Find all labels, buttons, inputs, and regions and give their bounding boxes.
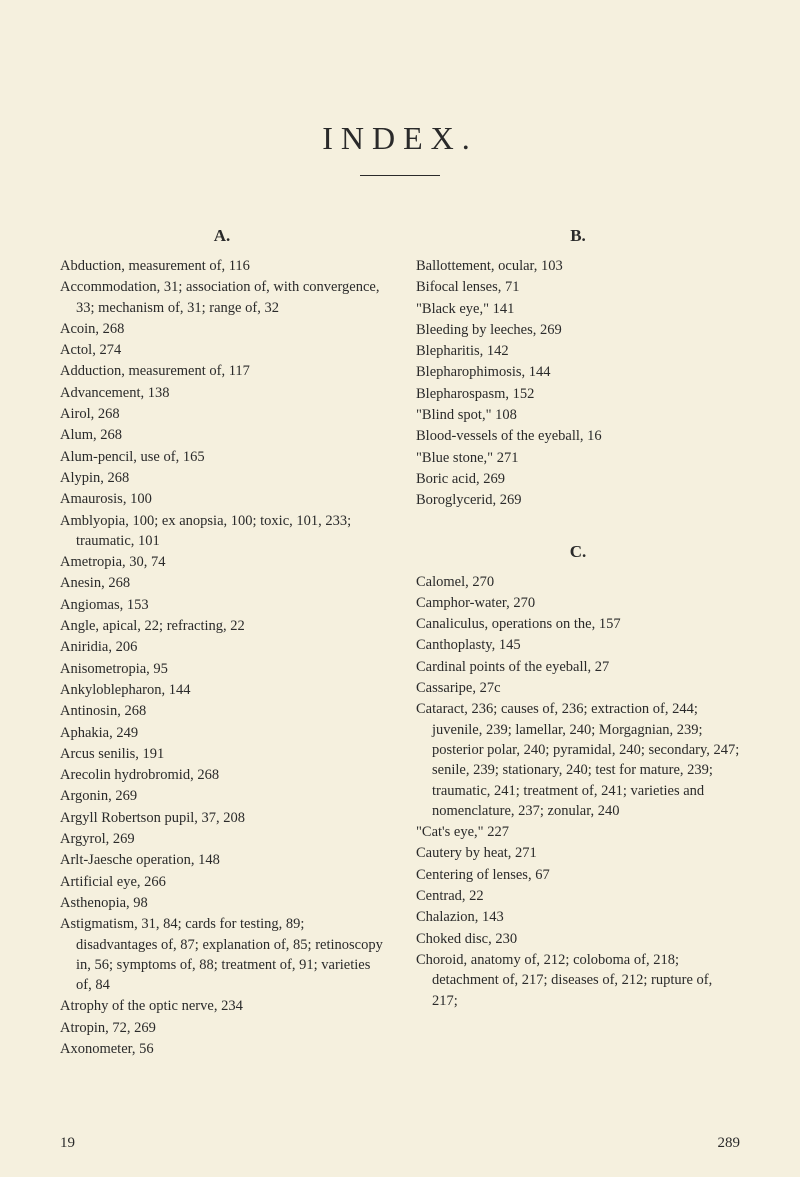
index-entry: Axonometer, 56 [60,1039,384,1059]
index-entry: Accommodation, 31; association of, with … [60,277,384,318]
index-entry: Atropin, 72, 269 [60,1018,384,1038]
index-entry: Blepharospasm, 152 [416,384,740,404]
index-columns: A. Abduction, measurement of, 116Accommo… [60,226,740,1060]
index-entry: Choked disc, 230 [416,929,740,949]
section-heading-b: B. [416,226,740,246]
index-entry: Abduction, measurement of, 116 [60,256,384,276]
index-entry: Cassaripe, 27c [416,678,740,698]
index-entry: Bifocal lenses, 71 [416,277,740,297]
index-entry: Blepharophimosis, 144 [416,362,740,382]
index-entry: Actol, 274 [60,340,384,360]
page-number-right: 289 [718,1135,741,1152]
index-entry: Airol, 268 [60,404,384,424]
index-entry: Aniridia, 206 [60,637,384,657]
index-entry: Arlt-Jaesche operation, 148 [60,850,384,870]
index-entry: Amaurosis, 100 [60,489,384,509]
index-entry: "Cat's eye," 227 [416,822,740,842]
index-entry: Calomel, 270 [416,572,740,592]
index-entry: Astigmatism, 31, 84; cards for testing, … [60,914,384,995]
index-entry: Angiomas, 153 [60,595,384,615]
index-entry: Boroglycerid, 269 [416,490,740,510]
index-entry: Argonin, 269 [60,786,384,806]
section-a-entries: Abduction, measurement of, 116Accommodat… [60,256,384,1059]
index-entry: Advancement, 138 [60,383,384,403]
index-entry: Anisometropia, 95 [60,659,384,679]
index-entry: Ametropia, 30, 74 [60,552,384,572]
index-entry: Aphakia, 249 [60,723,384,743]
index-entry: Centrad, 22 [416,886,740,906]
index-entry: Centering of lenses, 67 [416,865,740,885]
index-entry: "Blind spot," 108 [416,405,740,425]
index-entry: Cataract, 236; causes of, 236; extractio… [416,699,740,821]
section-c-entries: Calomel, 270Camphor-water, 270Canaliculu… [416,572,740,1011]
index-entry: Artificial eye, 266 [60,872,384,892]
index-entry: Ankyloblepharon, 144 [60,680,384,700]
right-column: B. Ballottement, ocular, 103Bifocal lens… [416,226,740,1060]
index-entry: Alum-pencil, use of, 165 [60,447,384,467]
index-entry: Alum, 268 [60,425,384,445]
index-entry: Argyrol, 269 [60,829,384,849]
page-numbers: 19 289 [60,1135,740,1152]
index-entry: Ballottement, ocular, 103 [416,256,740,276]
index-entry: Adduction, measurement of, 117 [60,361,384,381]
index-entry: Choroid, anatomy of, 212; coloboma of, 2… [416,950,740,1011]
section-heading-c: C. [416,542,740,562]
index-entry: Asthenopia, 98 [60,893,384,913]
page-title: INDEX. [60,120,740,157]
index-entry: "Black eye," 141 [416,299,740,319]
left-column: A. Abduction, measurement of, 116Accommo… [60,226,384,1060]
section-b-entries: Ballottement, ocular, 103Bifocal lenses,… [416,256,740,511]
index-entry: Blood-vessels of the eyeball, 16 [416,426,740,446]
index-entry: Boric acid, 269 [416,469,740,489]
index-entry: Acoin, 268 [60,319,384,339]
index-entry: Argyll Robertson pupil, 37, 208 [60,808,384,828]
title-underline [360,175,440,176]
index-entry: Canthoplasty, 145 [416,635,740,655]
index-entry: Bleeding by leeches, 269 [416,320,740,340]
index-entry: Canaliculus, operations on the, 157 [416,614,740,634]
index-entry: Camphor-water, 270 [416,593,740,613]
index-entry: Alypin, 268 [60,468,384,488]
index-entry: Arcus senilis, 191 [60,744,384,764]
index-entry: Atrophy of the optic nerve, 234 [60,996,384,1016]
index-entry: Amblyopia, 100; ex anopsia, 100; toxic, … [60,511,384,552]
section-heading-a: A. [60,226,384,246]
index-entry: Anesin, 268 [60,573,384,593]
page-number-left: 19 [60,1135,75,1152]
index-entry: Arecolin hydrobromid, 268 [60,765,384,785]
index-entry: Cautery by heat, 271 [416,843,740,863]
section-gap [416,512,740,542]
index-entry: "Blue stone," 271 [416,448,740,468]
index-entry: Angle, apical, 22; refracting, 22 [60,616,384,636]
index-entry: Blepharitis, 142 [416,341,740,361]
index-entry: Antinosin, 268 [60,701,384,721]
index-entry: Chalazion, 143 [416,907,740,927]
index-entry: Cardinal points of the eyeball, 27 [416,657,740,677]
